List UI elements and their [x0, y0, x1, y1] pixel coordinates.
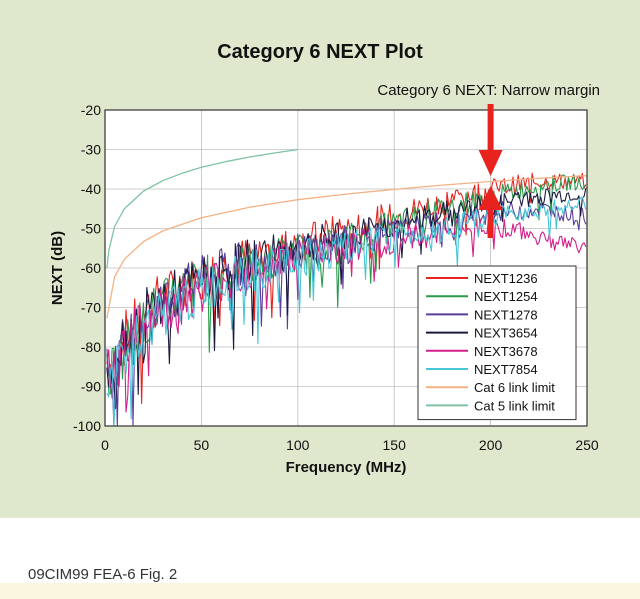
legend: NEXT1236 NEXT1254 NEXT1278 NEXT3654 NEXT3678…: [417, 265, 577, 421]
series-line-cat-5-link-limit: [106, 148, 298, 269]
chart-annotation: Category 6 NEXT: Narrow margin: [377, 82, 600, 99]
y-tick-label: -50: [81, 221, 101, 237]
legend-label: NEXT7854: [474, 362, 538, 377]
legend-label: NEXT3654: [474, 326, 538, 341]
legend-label: NEXT1254: [474, 289, 538, 304]
x-tick-label: 200: [479, 437, 503, 453]
narrow-margin-arrows: [478, 104, 503, 238]
series-lines: [106, 148, 588, 427]
next-chart: Category 6 NEXT Plot Category 6 NEXT: Na…: [49, 41, 600, 476]
series-line-cat-6-link-limit: [106, 174, 588, 319]
legend-label: NEXT1236: [474, 271, 538, 286]
x-axis-label: Frequency (MHz): [286, 459, 407, 476]
y-tick-label: -90: [81, 379, 101, 395]
figure-caption: 09CIM99 FEA-6 Fig. 2: [28, 566, 178, 583]
legend-label: NEXT3678: [474, 344, 538, 359]
series-line-next7854: [106, 196, 587, 427]
series-line-next3654: [106, 187, 587, 410]
y-axis-label: NEXT (dB): [49, 231, 66, 305]
y-tick-label: -30: [81, 142, 101, 158]
y-tick-label: -20: [81, 102, 101, 118]
chart-title: Category 6 NEXT Plot: [217, 41, 423, 63]
down-arrow-head: [478, 150, 503, 176]
x-tick-label: 250: [575, 437, 599, 453]
axis-ticks: 0 50 100 150 200 250 -20 -30 -40 -50 -60 -70 -80 -90 -…: [73, 102, 599, 453]
chart-figure: Category 6 NEXT Plot Category 6 NEXT: Na…: [0, 0, 640, 518]
y-tick-label: -100: [73, 418, 101, 434]
up-arrow-head: [478, 186, 503, 210]
plot-border: [104, 109, 588, 427]
legend-label: Cat 6 link limit: [474, 380, 555, 395]
y-tick-label: -40: [81, 181, 101, 197]
y-tick-label: -80: [81, 339, 101, 355]
x-tick-label: 100: [286, 437, 310, 453]
x-tick-label: 50: [194, 437, 210, 453]
caption-stripe: [0, 583, 640, 599]
x-tick-label: 150: [383, 437, 407, 453]
y-tick-label: -70: [81, 300, 101, 316]
x-tick-label: 0: [101, 437, 109, 453]
legend-label: Cat 5 link limit: [474, 398, 555, 413]
caption-bar: 09CIM99 FEA-6 Fig. 2: [0, 518, 640, 599]
legend-box: [417, 265, 577, 421]
series-line-next1278: [106, 201, 587, 427]
y-tick-label: -60: [81, 260, 101, 276]
legend-label: NEXT1278: [474, 307, 538, 322]
series-line-next3678: [106, 215, 587, 413]
